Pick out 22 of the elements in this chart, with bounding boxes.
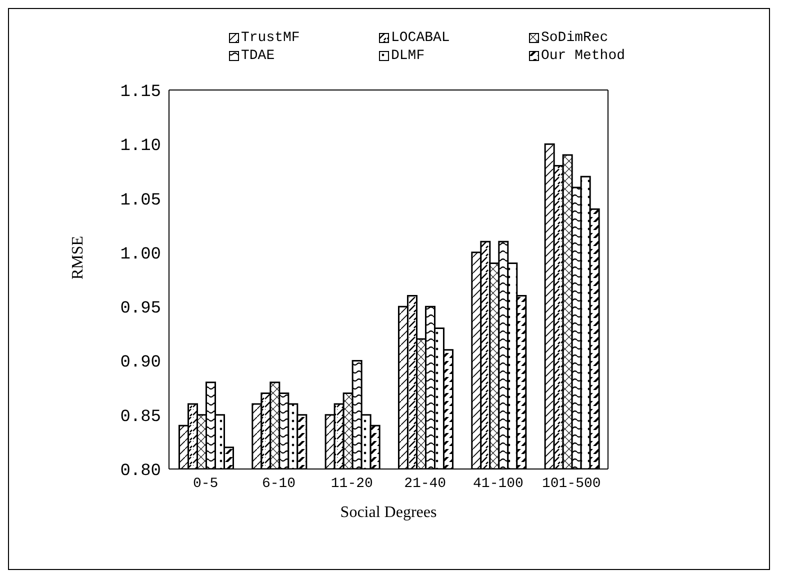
- x-tick-label: 41-100: [473, 476, 524, 492]
- y-tick-label: 1.10: [120, 137, 161, 156]
- x-tick-label: 101-500: [542, 476, 601, 492]
- legend-label: Our Method: [541, 47, 626, 65]
- legend-label: SoDimRec: [541, 29, 608, 47]
- y-tick-label: 0.80: [120, 462, 161, 482]
- y-axis-title: RMSE: [70, 236, 87, 280]
- legend-label: TDAE: [241, 47, 275, 65]
- x-axis-title: Social Degrees: [340, 504, 437, 521]
- x-tick-label: 21-40: [404, 476, 446, 492]
- legend-label: TrustMF: [241, 29, 300, 47]
- y-tick-label: 0.85: [120, 408, 161, 427]
- y-tick-label: 1.05: [120, 191, 161, 210]
- legend-label: LOCABAL: [391, 29, 450, 47]
- y-tick-label: 1.15: [120, 83, 161, 102]
- y-tick-label: 0.90: [120, 354, 161, 373]
- x-tick-label: 6-10: [262, 476, 296, 492]
- y-tick-label: 0.95: [120, 300, 161, 319]
- legend-label: DLMF: [391, 47, 425, 65]
- x-tick-label: 11-20: [330, 476, 373, 492]
- x-tick-label: 0-5: [192, 476, 218, 492]
- y-tick-label: 1.00: [120, 245, 161, 264]
